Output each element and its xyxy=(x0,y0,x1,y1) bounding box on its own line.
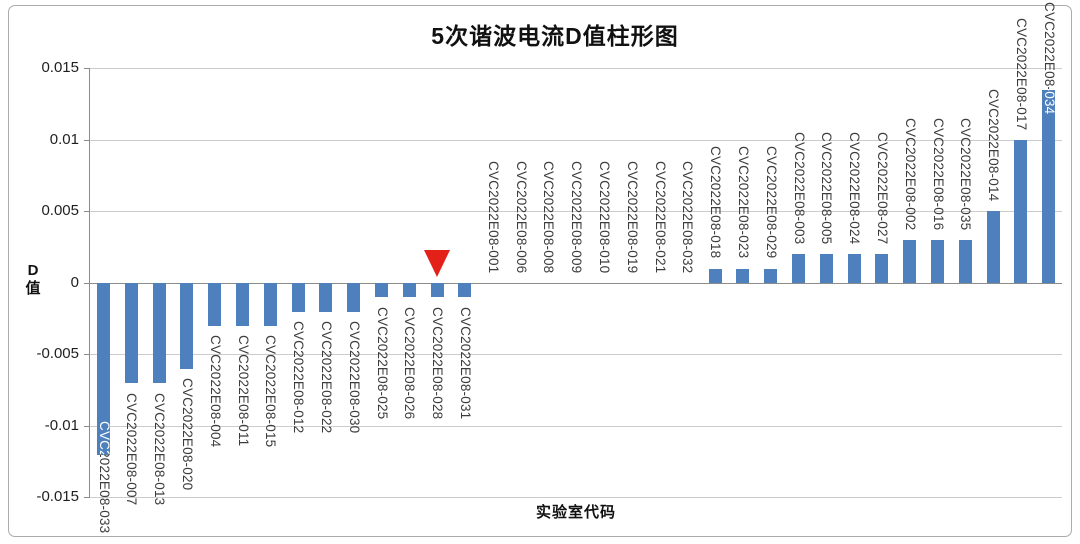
bar xyxy=(97,283,110,455)
category-label-on-bar: CVC2022E08-034 xyxy=(1042,89,1056,114)
gridline--0.015 xyxy=(90,497,1062,498)
category-label: CVC2022E08-005 xyxy=(819,132,834,245)
bar xyxy=(458,283,471,297)
bar xyxy=(1042,90,1055,283)
category-label: CVC2022E08-021 xyxy=(653,161,668,274)
bar xyxy=(764,269,777,283)
bar xyxy=(319,283,332,312)
y-tick-label: 0.005 xyxy=(41,202,79,219)
bar xyxy=(848,254,861,283)
category-label: CVC2022E08-011 xyxy=(236,335,251,447)
bar xyxy=(375,283,388,297)
bar xyxy=(875,254,888,283)
category-label: CVC2022E08-031 xyxy=(458,307,473,420)
bar xyxy=(431,283,444,297)
gridline-0.015 xyxy=(90,68,1062,69)
category-label: CVC2022E08-001 xyxy=(486,161,501,274)
y-axis-title-line2: 值 xyxy=(25,280,41,297)
category-label: CVC2022E08-033 xyxy=(97,421,112,534)
category-label: CVC2022E08-015 xyxy=(263,335,278,448)
bar xyxy=(292,283,305,312)
bar xyxy=(403,283,416,297)
bar xyxy=(1014,140,1027,283)
category-label: CVC2022E08-032 xyxy=(680,161,695,274)
category-label: CVC2022E08-030 xyxy=(347,321,362,434)
y-axis-tick xyxy=(84,140,90,141)
y-axis-tick xyxy=(84,354,90,355)
gridline--0.01 xyxy=(90,426,1062,427)
category-label: CVC2022E08-024 xyxy=(847,132,862,245)
gridline-0 xyxy=(90,283,1062,284)
y-axis-tick xyxy=(84,211,90,212)
category-label: CVC2022E08-013 xyxy=(152,393,167,506)
bar xyxy=(959,240,972,283)
category-label: CVC2022E08-020 xyxy=(180,378,195,491)
bar xyxy=(820,254,833,283)
y-tick-label: -0.01 xyxy=(44,417,79,434)
bar xyxy=(125,283,138,383)
category-label: CVC2022E08-025 xyxy=(375,307,390,420)
y-axis-line xyxy=(89,68,90,498)
figure-border xyxy=(8,5,1072,537)
y-axis-tick xyxy=(84,426,90,427)
category-label: CVC2022E08-022 xyxy=(319,321,334,434)
bar xyxy=(264,283,277,326)
bar xyxy=(931,240,944,283)
gridline-0.01 xyxy=(90,140,1062,141)
category-label: CVC2022E08-023 xyxy=(736,146,751,259)
y-axis-tick xyxy=(84,497,90,498)
category-label-on-bar: CVC2022E08-033 xyxy=(97,421,111,454)
red-inverted-triangle-marker xyxy=(424,250,450,277)
category-label: CVC2022E08-035 xyxy=(958,118,973,231)
category-label: CVC2022E08-009 xyxy=(569,161,584,274)
category-label: CVC2022E08-018 xyxy=(708,146,723,259)
category-label: CVC2022E08-006 xyxy=(514,161,529,274)
category-label: CVC2022E08-003 xyxy=(792,132,807,245)
y-axis-title-line1: D xyxy=(27,262,39,279)
y-axis-tick xyxy=(84,283,90,284)
category-label: CVC2022E08-012 xyxy=(291,321,306,434)
y-tick-label: -0.005 xyxy=(36,345,79,362)
category-label: CVC2022E08-014 xyxy=(986,89,1001,202)
bar xyxy=(792,254,805,283)
bar xyxy=(208,283,221,326)
y-axis-tick xyxy=(84,68,90,69)
category-label: CVC2022E08-004 xyxy=(208,335,223,448)
category-label: CVC2022E08-034 xyxy=(1042,2,1057,115)
bar xyxy=(347,283,360,312)
category-label: CVC2022E08-027 xyxy=(875,132,890,245)
bar xyxy=(153,283,166,383)
bar xyxy=(736,269,749,283)
bar xyxy=(709,269,722,283)
y-axis-title: D 值 xyxy=(18,262,48,298)
category-label: CVC2022E08-028 xyxy=(430,307,445,420)
bar xyxy=(987,211,1000,283)
gridline--0.005 xyxy=(90,354,1062,355)
x-axis-title: 实验室代码 xyxy=(535,504,616,521)
gridline-0.005 xyxy=(90,211,1062,212)
category-label: CVC2022E08-010 xyxy=(597,161,612,274)
category-label: CVC2022E08-026 xyxy=(402,307,417,420)
category-label: CVC2022E08-029 xyxy=(764,146,779,259)
category-label: CVC2022E08-019 xyxy=(625,161,640,274)
y-tick-label: -0.015 xyxy=(36,488,79,505)
bar xyxy=(236,283,249,326)
category-label: CVC2022E08-008 xyxy=(541,161,556,274)
y-tick-label: 0 xyxy=(70,274,79,291)
category-label: CVC2022E08-017 xyxy=(1014,18,1029,131)
bar xyxy=(180,283,193,369)
chart-title: 5次谐波电流D值柱形图 xyxy=(431,23,679,49)
y-tick-label: 0.01 xyxy=(49,131,79,148)
category-label: CVC2022E08-002 xyxy=(903,118,918,231)
category-label: CVC2022E08-016 xyxy=(931,118,946,231)
y-tick-label: 0.015 xyxy=(41,59,79,76)
bar xyxy=(903,240,916,283)
category-label: CVC2022E08-007 xyxy=(124,393,139,506)
